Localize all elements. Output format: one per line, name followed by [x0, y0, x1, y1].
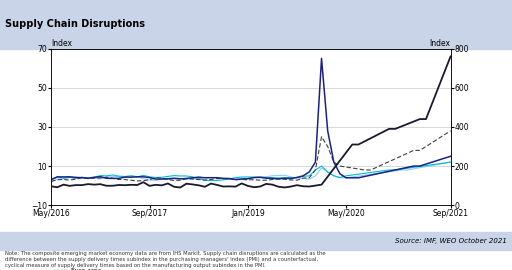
- Text: Source: IMF, WEO October 2021: Source: IMF, WEO October 2021: [395, 238, 507, 244]
- Legend: Euro area, United States, China, Emerging market economies, Shanghai containeriz: Euro area, United States, China, Emergin…: [54, 268, 262, 270]
- Text: Index: Index: [430, 39, 451, 48]
- Text: Supply Chain Disruptions: Supply Chain Disruptions: [5, 19, 145, 29]
- Text: Index: Index: [51, 39, 72, 48]
- Text: Note: The composite emerging market economy data are from IHS Markit. Supply cha: Note: The composite emerging market econ…: [5, 251, 326, 268]
